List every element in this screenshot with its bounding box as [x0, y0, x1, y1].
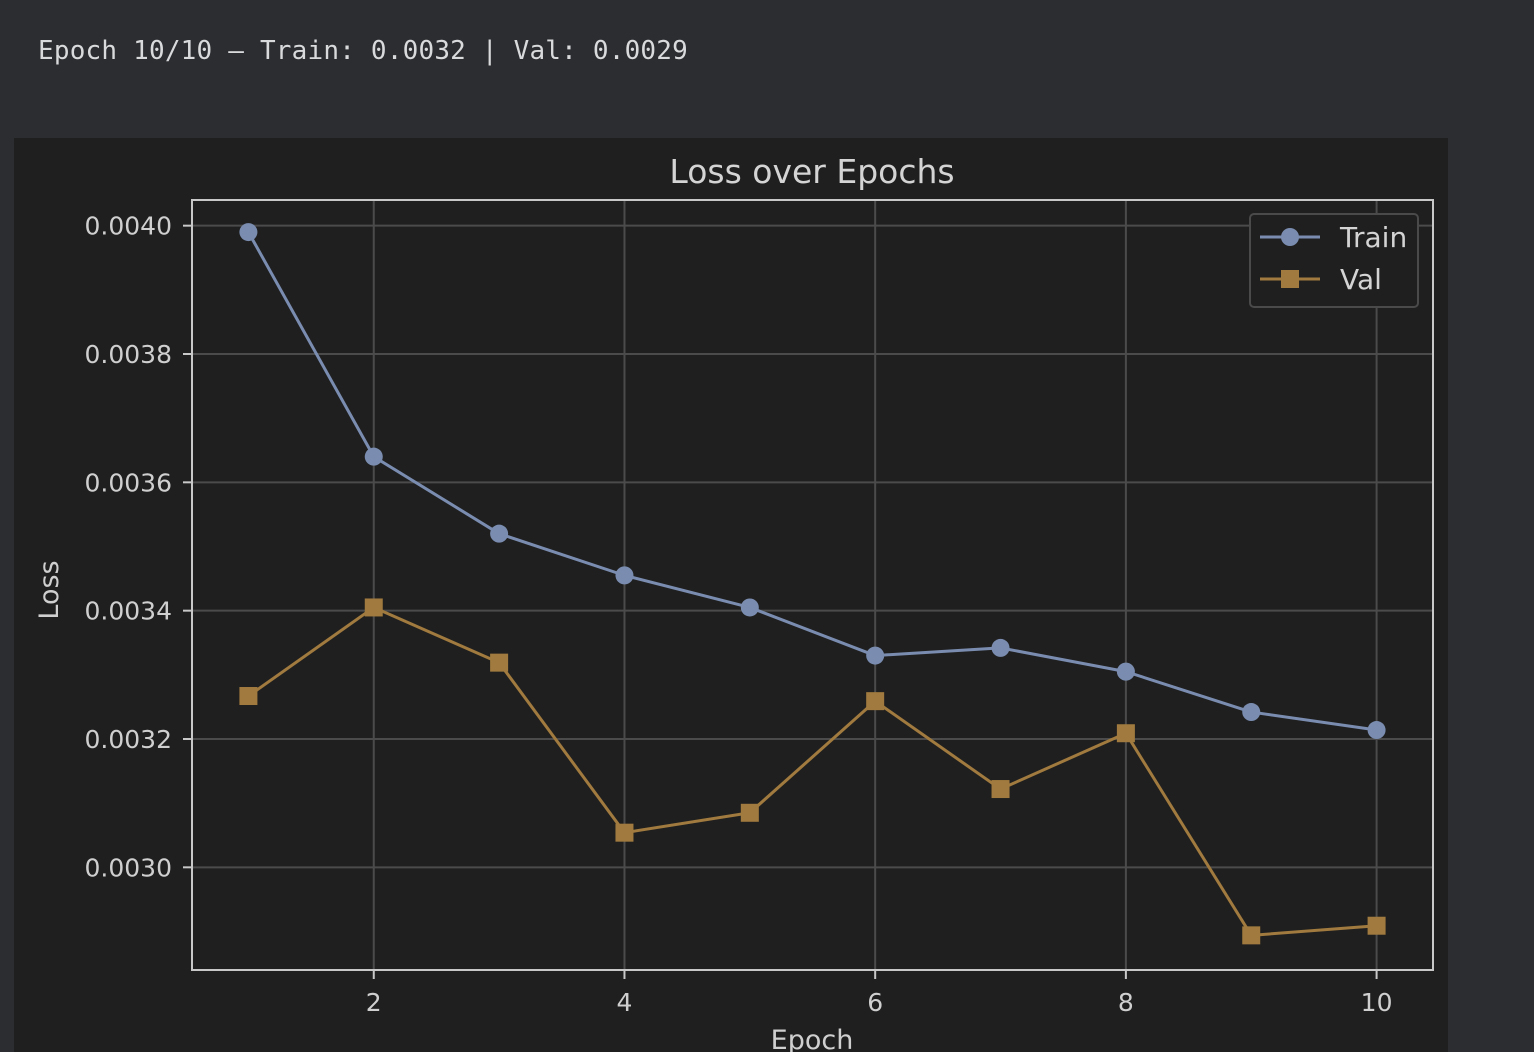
val-data-point: [991, 780, 1010, 799]
y-tick-label: 0.0040: [85, 212, 172, 241]
train-data-point: [740, 598, 759, 617]
plot-area-frame: [191, 199, 1434, 971]
chart-title: Loss over Epochs: [669, 152, 954, 191]
train-legend-label: Train: [1339, 221, 1407, 254]
val-data-point: [1116, 724, 1135, 743]
val-data-point: [615, 823, 634, 842]
y-tick-label: 0.0030: [85, 853, 172, 882]
val-legend-label: Val: [1340, 263, 1382, 296]
train-data-point: [239, 223, 258, 242]
val-data-point: [239, 687, 258, 706]
x-axis-ticks: 2 4 6 8 10: [366, 970, 1393, 1017]
series-lines: [247, 231, 1377, 937]
y-axis-ticks: 0.0030 0.0032 0.0034 0.0036 0.0038 0.0040: [85, 212, 192, 882]
y-axis-label: Loss: [34, 560, 65, 619]
val-data-point: [866, 692, 885, 711]
val-data-point: [740, 803, 759, 822]
val-series-line: [247, 605, 1377, 937]
train-data-point: [866, 646, 885, 665]
y-tick-label: 0.0034: [85, 597, 172, 626]
train-data-point: [1242, 703, 1261, 722]
val-data-point: [490, 653, 509, 672]
x-tick-label: 8: [1118, 988, 1134, 1017]
loss-chart-figure: 2 4 6 8 10 0.0030 0.0032 0.0034 0.0036 0.0038 0.0…: [14, 138, 1448, 1052]
train-data-point: [1116, 662, 1135, 681]
plot-area-background: [192, 200, 1433, 970]
y-tick-label: 0.0038: [85, 340, 172, 369]
x-tick-label: 10: [1361, 988, 1393, 1017]
legend: Train Val: [1249, 213, 1419, 308]
train-data-point: [1367, 721, 1386, 740]
val-data-point: [364, 598, 383, 617]
train-data-point: [364, 447, 383, 466]
train-data-point: [490, 524, 509, 543]
x-tick-label: 2: [366, 988, 382, 1017]
y-tick-label: 0.0036: [85, 468, 172, 497]
train-data-point: [615, 566, 634, 585]
train-data-point: [991, 638, 1010, 657]
train-series-line: [247, 231, 1377, 732]
y-tick-label: 0.0032: [85, 725, 172, 754]
x-tick-label: 4: [617, 988, 633, 1017]
train-legend-marker: [1281, 228, 1299, 246]
val-data-point: [1242, 926, 1261, 945]
training-log-line: Epoch 10/10 — Train: 0.0032 | Val: 0.002…: [38, 36, 688, 66]
grid-lines: [192, 200, 1433, 970]
loss-chart: 2 4 6 8 10 0.00300.00320.00340.00360.00380.0…: [34, 152, 1434, 1052]
series-markers: [239, 223, 1386, 945]
x-tick-label: 6: [867, 988, 883, 1017]
val-data-point: [1367, 916, 1386, 935]
val-legend-marker: [1281, 270, 1299, 288]
x-axis-label: Epoch: [771, 1025, 854, 1052]
